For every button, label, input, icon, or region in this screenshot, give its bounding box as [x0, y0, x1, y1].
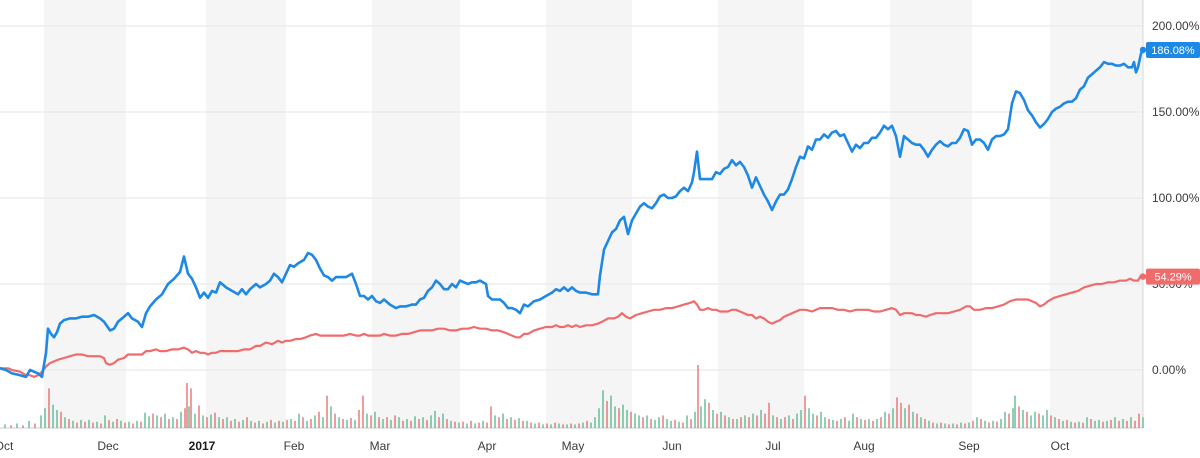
month-bands	[44, 0, 1143, 428]
x-tick-label: Apr	[478, 439, 497, 453]
month-band	[372, 0, 460, 428]
month-band	[44, 0, 126, 428]
series-line	[0, 274, 1145, 378]
y-tick-label: 200.00%	[1152, 19, 1200, 33]
series-line	[0, 48, 1145, 379]
x-tick-label: Oct	[1051, 439, 1070, 453]
y-tick-label: 0.00%	[1152, 363, 1186, 377]
y-tick-labels: 0.00%50.00%100.00%150.00%200.00%	[1152, 19, 1200, 377]
series-lines	[0, 46, 1147, 379]
x-tick-label: Feb	[284, 439, 305, 453]
end-label-box	[1146, 41, 1200, 58]
month-band	[1050, 0, 1143, 428]
x-tick-labels: Oct Dec 2017 Feb Mar Apr May Jun Jul Aug Sep Oct	[0, 439, 1070, 453]
month-band	[206, 0, 286, 428]
y-tick-label: 100.00%	[1152, 191, 1200, 205]
end-label-box	[1146, 268, 1200, 285]
series-end-point	[1139, 46, 1147, 54]
series-end-point	[1139, 273, 1147, 280]
month-band	[546, 0, 632, 428]
x-tick-label: May	[562, 439, 585, 453]
y-tick-label: 150.00%	[1152, 105, 1200, 119]
month-band	[718, 0, 804, 428]
horizontal-gridlines	[0, 25, 1143, 371]
end-label-text: 186.08%	[1151, 45, 1195, 57]
x-tick-label: Jul	[765, 439, 780, 453]
x-tick-label: Oct	[0, 439, 14, 453]
x-tick-label: Aug	[853, 439, 874, 453]
month-band	[890, 0, 972, 428]
x-tick-label: Dec	[97, 439, 118, 453]
x-tick-label: Sep	[958, 439, 980, 453]
end-label-text: 54.29%	[1154, 272, 1192, 284]
x-tick-label: Jun	[662, 439, 681, 453]
volume-bars	[4, 365, 1144, 428]
x-tick-label: 2017	[189, 439, 216, 453]
x-tick-label: Mar	[370, 439, 391, 453]
series-end-labels: 186.08% 54.29%	[1146, 41, 1200, 285]
